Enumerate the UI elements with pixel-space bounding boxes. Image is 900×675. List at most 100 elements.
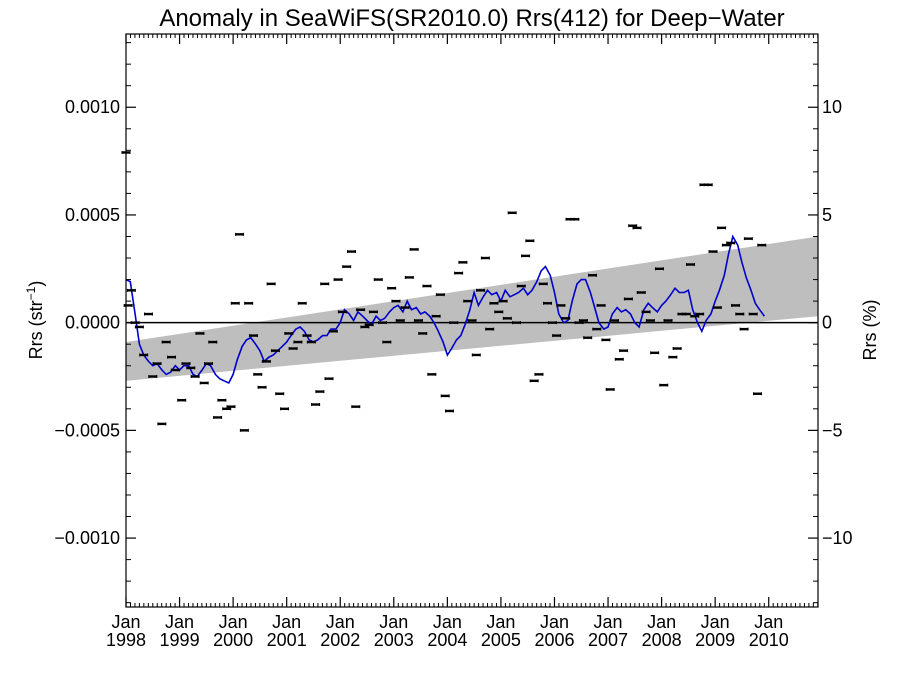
data-point	[521, 254, 531, 258]
data-point	[663, 319, 673, 322]
data-point	[248, 334, 258, 338]
data-point	[297, 301, 307, 305]
data-point	[143, 312, 153, 316]
chart-title: Anomaly in SeaWiFS(SR2010.0) Rrs(412) fo…	[159, 5, 784, 32]
x-tick-year: 2009	[695, 630, 735, 650]
data-point	[270, 349, 280, 353]
plot-frame	[125, 33, 819, 608]
data-point	[266, 282, 276, 286]
data-point	[199, 381, 209, 385]
data-point	[346, 250, 356, 254]
data-point	[413, 319, 423, 322]
x-tick-year: 1998	[106, 630, 146, 650]
y-tick-label: 0.0005	[65, 205, 120, 225]
data-point	[703, 183, 713, 187]
data-point	[161, 340, 171, 344]
y2-tick-label: 10	[822, 97, 842, 117]
data-point	[315, 390, 325, 394]
data-point	[186, 366, 196, 370]
data-point	[529, 379, 539, 383]
data-point	[614, 357, 624, 361]
data-point	[391, 299, 401, 303]
y2-tick-label: −10	[822, 528, 853, 548]
x-tick-month: Jan	[433, 612, 462, 632]
data-point	[726, 241, 736, 245]
data-point	[418, 331, 428, 335]
data-point	[253, 372, 263, 376]
data-point	[148, 375, 158, 379]
data-point	[239, 428, 249, 432]
x-tick-month: Jan	[165, 612, 194, 632]
data-point	[609, 319, 619, 322]
data-point	[659, 383, 669, 387]
data-point	[368, 310, 378, 314]
data-point	[588, 273, 598, 277]
data-point	[502, 316, 512, 320]
data-point	[463, 299, 473, 303]
data-point	[342, 265, 352, 269]
data-point	[471, 353, 481, 357]
x-tick-month: Jan	[219, 612, 248, 632]
data-point	[152, 362, 162, 366]
data-point	[190, 375, 200, 379]
data-point	[134, 325, 144, 329]
data-point	[632, 226, 642, 230]
running-mean-line	[125, 234, 766, 385]
data-point	[449, 321, 459, 325]
data-point	[596, 303, 606, 307]
data-point	[752, 392, 762, 396]
trend-band-layer	[126, 236, 818, 381]
data-point	[695, 312, 705, 316]
data-point	[387, 286, 397, 290]
data-point	[748, 312, 758, 316]
data-point	[712, 306, 722, 310]
x-tick-month: Jan	[272, 612, 301, 632]
data-point	[217, 398, 227, 402]
data-point	[467, 319, 477, 322]
data-point	[328, 329, 338, 333]
data-point	[324, 377, 334, 381]
x-tick-year: 2004	[427, 630, 467, 650]
x-tick-month: Jan	[540, 612, 569, 632]
x-tick-month: Jan	[701, 612, 730, 632]
data-point	[525, 239, 535, 243]
data-point	[293, 340, 303, 344]
data-point	[672, 347, 682, 351]
data-point	[427, 372, 437, 376]
data-point	[422, 284, 432, 288]
data-point	[641, 310, 651, 314]
data-point	[485, 327, 495, 331]
data-point	[516, 284, 526, 288]
data-point	[717, 226, 727, 230]
y-tick-label: 0.0000	[65, 313, 120, 333]
data-point	[257, 385, 267, 389]
y-axis-label-close: )	[26, 281, 46, 287]
data-point	[404, 275, 414, 279]
data-point	[458, 260, 468, 264]
x-tick-month: Jan	[326, 612, 355, 632]
data-point	[435, 293, 445, 297]
x-tick-year: 2000	[213, 630, 253, 650]
x-tick-year: 2008	[642, 630, 682, 650]
x-tick-month: Jan	[486, 612, 515, 632]
data-point	[275, 392, 285, 396]
data-point	[306, 340, 316, 344]
data-point	[578, 319, 588, 322]
x-tick-year: 2001	[267, 630, 307, 650]
data-point	[203, 362, 213, 366]
data-point	[708, 250, 718, 254]
axes-layer: 0.0010 0.0005 0.0000 −0.0005 −0.0010 10 5 0 −5 −1…	[54, 33, 853, 650]
y2-axis-label: Rrs (%)	[860, 300, 880, 361]
data-point	[757, 243, 767, 247]
data-point	[226, 405, 236, 409]
data-point	[440, 394, 450, 398]
data-point	[445, 409, 455, 413]
data-point	[731, 303, 741, 307]
data-point	[157, 422, 167, 426]
trend-band	[126, 236, 818, 381]
x-tick-year: 2007	[588, 630, 628, 650]
data-point	[311, 403, 321, 407]
data-point	[139, 353, 149, 357]
data-point	[538, 282, 548, 286]
